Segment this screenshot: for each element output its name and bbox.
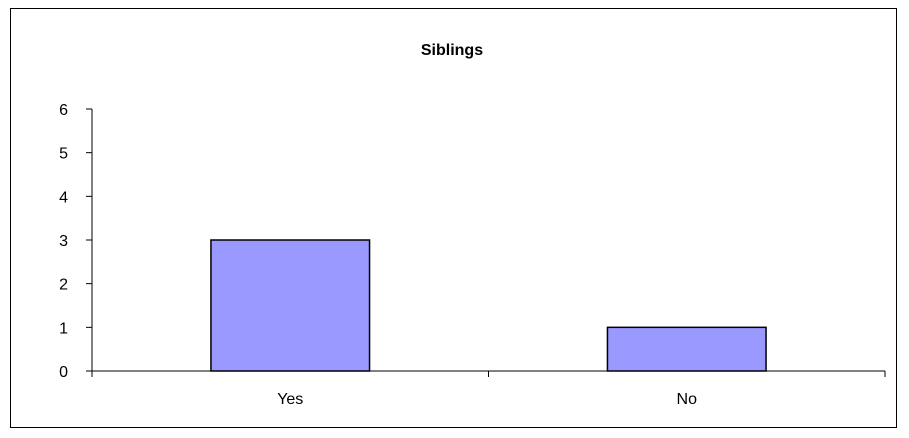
- y-tick-label: 4: [59, 189, 68, 206]
- y-tick-label: 6: [59, 102, 68, 119]
- bar-no: [606, 326, 767, 372]
- x-tick-label: Yes: [277, 391, 303, 408]
- bar-yes: [210, 239, 371, 372]
- y-tick-label: 3: [59, 233, 68, 250]
- y-tick-label: 5: [59, 146, 68, 163]
- y-tick-label: 1: [59, 320, 68, 337]
- bars: [210, 239, 767, 372]
- x-tick-label: No: [677, 391, 698, 408]
- y-tick-label: 2: [59, 277, 68, 294]
- chart-title: Siblings: [421, 42, 483, 59]
- y-tick-label: 0: [59, 364, 68, 381]
- x-axis: Yes No: [91, 370, 886, 408]
- y-axis: 0 1 2 3 4 5 6: [59, 102, 93, 381]
